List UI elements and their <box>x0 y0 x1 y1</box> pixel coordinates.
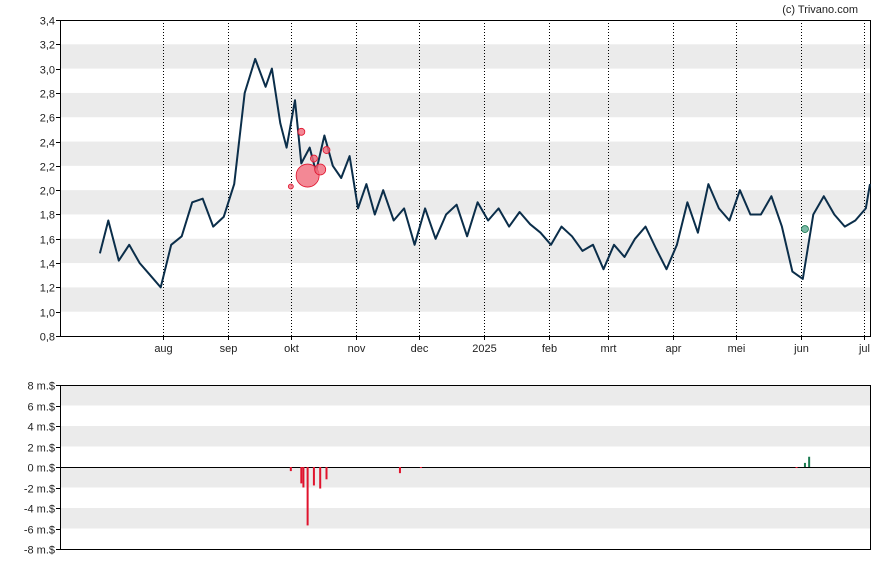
insider-marker <box>295 163 320 188</box>
x-tick-label: okt <box>284 343 299 355</box>
y-tick-label: 1,2 <box>40 283 55 295</box>
y-tick-label: 1,0 <box>40 308 55 320</box>
y-tick-label: -8 m.$ <box>24 545 55 557</box>
y-tick-label: 2,2 <box>40 162 55 174</box>
price-series <box>98 57 871 289</box>
volume-bands <box>60 385 870 529</box>
insider-marker <box>287 183 294 190</box>
price-band <box>60 287 870 312</box>
y-tick-label: 1,8 <box>40 210 55 222</box>
price-band <box>60 44 870 69</box>
y-tick-label: -2 m.$ <box>24 484 55 496</box>
insider-bar <box>325 467 328 480</box>
y-tick-label: 3,4 <box>40 16 55 28</box>
insider-marker <box>310 154 318 163</box>
insider-marker <box>801 225 809 233</box>
insider-bar <box>419 467 422 469</box>
insider-marker <box>322 146 331 154</box>
price-panel-frame <box>60 20 871 337</box>
price-x-axis: aug sep okt nov dec 2025 feb mrt apr mei jun jul <box>154 336 870 355</box>
y-tick-label: 3,2 <box>40 40 55 52</box>
price-band <box>60 92 870 118</box>
y-tick-label: 2,4 <box>40 138 55 150</box>
x-tick-label: mrt <box>601 343 617 355</box>
x-tick-label: sep <box>220 343 238 355</box>
x-tick-label: apr <box>666 343 682 355</box>
insider-bar <box>803 462 806 467</box>
y-tick-label: 8 m.$ <box>27 381 55 393</box>
y-tick-label: 0,8 <box>40 332 55 344</box>
x-tick-label: nov <box>348 343 366 355</box>
volume-band <box>60 426 870 447</box>
insider-bars <box>289 456 811 526</box>
y-tick-label: -4 m.$ <box>24 504 55 516</box>
price-band <box>60 238 870 264</box>
y-tick-label: -6 m.$ <box>24 525 55 537</box>
y-tick-label: 0 m.$ <box>27 463 55 475</box>
volume-band <box>60 467 870 488</box>
volume-panel-frame <box>60 385 871 550</box>
x-tick-label: jun <box>793 343 809 355</box>
insider-bar <box>289 467 292 472</box>
insider-bar <box>312 467 315 486</box>
y-tick-label: 2,8 <box>40 89 55 101</box>
volume-band <box>60 508 870 529</box>
price-line <box>98 57 871 289</box>
credit-text: (c) Trivano.com <box>782 4 858 16</box>
volume-band <box>60 385 870 406</box>
x-tick-label: dec <box>411 343 429 355</box>
volume-y-axis: 8 m.$ 6 m.$ 4 m.$ 2 m.$ 0 m.$ -2 m.$ -4 m.$ -6 … <box>24 381 60 557</box>
insider-bar <box>795 467 798 469</box>
insider-bar <box>808 456 811 467</box>
x-tick-label: 2025 <box>472 343 496 355</box>
y-tick-label: 4 m.$ <box>27 422 55 434</box>
insider-marker <box>297 127 306 136</box>
x-tick-label: jul <box>858 343 870 355</box>
price-bands <box>60 44 870 312</box>
y-tick-label: 2,0 <box>40 186 55 198</box>
y-tick-label: 1,6 <box>40 235 55 247</box>
price-y-axis: 0,8 1,0 1,2 1,4 1,6 1,8 2,0 2,2 2,4 2,6 2,8 3,0 3,2 3… <box>40 16 60 344</box>
insider-bar <box>398 467 401 474</box>
price-frame <box>60 20 871 337</box>
y-tick-label: 2 m.$ <box>27 443 55 455</box>
insider-bar <box>302 467 305 488</box>
x-tick-label: feb <box>542 343 557 355</box>
y-tick-label: 1,4 <box>40 259 55 271</box>
x-tick-label: mei <box>728 343 746 355</box>
x-tick-label: aug <box>154 343 172 355</box>
y-tick-label: 6 m.$ <box>27 402 55 414</box>
insider-bar <box>319 467 322 489</box>
insider-bar <box>306 467 309 526</box>
insider-markers <box>287 127 809 233</box>
insider-marker <box>314 163 327 176</box>
y-tick-label: 2,6 <box>40 113 55 125</box>
insider-bar <box>300 467 303 484</box>
y-tick-label: 3,0 <box>40 65 55 77</box>
price-band <box>60 141 870 166</box>
